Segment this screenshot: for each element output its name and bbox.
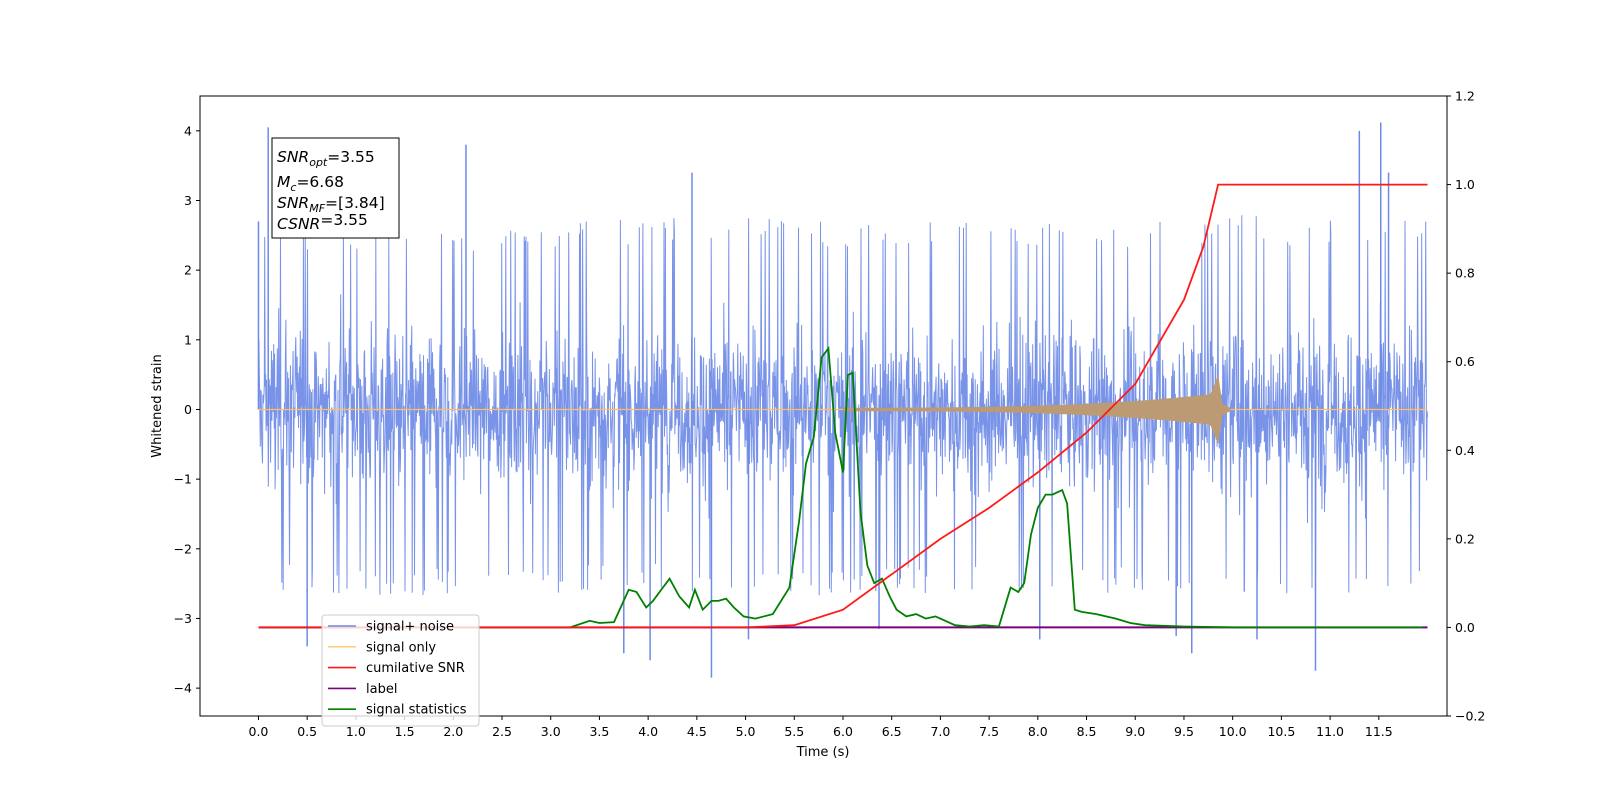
signal-only-chirp <box>842 374 1231 445</box>
x-tick-label: 5.0 <box>736 724 756 739</box>
x-tick-label: 3.5 <box>589 724 609 739</box>
x-tick-label: 7.0 <box>930 724 950 739</box>
x-tick-label: 2.5 <box>492 724 512 739</box>
x-tick-label: 1.0 <box>346 724 366 739</box>
legend-label: cumilative SNR <box>366 661 465 676</box>
legend-label: signal statistics <box>366 703 467 718</box>
x-tick-label: 8.5 <box>1077 724 1097 739</box>
x-tick-label: 11.5 <box>1365 724 1393 739</box>
x-tick-label: 6.0 <box>833 724 853 739</box>
x-tick-label: 11.0 <box>1316 724 1344 739</box>
y-tick-label: −1 <box>174 472 192 487</box>
y-tick-label: −4 <box>174 681 192 696</box>
x-tick-label: 0.0 <box>249 724 269 739</box>
annotation-line: SNRMF=[3.84] <box>277 194 385 215</box>
annotation-box: SNRopt=3.55 Mc=6.68 SNRMF=[3.84] CSNR=3.… <box>271 137 400 239</box>
y2-tick-label: 1.0 <box>1455 177 1475 192</box>
legend-label: label <box>366 682 397 697</box>
x-tick-label: 9.0 <box>1125 724 1145 739</box>
legend-frame <box>321 614 480 727</box>
x-tick-label: 10.0 <box>1219 724 1247 739</box>
x-tick-label: 4.5 <box>687 724 707 739</box>
series-layer <box>257 122 1428 678</box>
signal-noise-line <box>258 215 1428 596</box>
axes-frame <box>199 95 1448 717</box>
y2-tick-label: −0.2 <box>1455 709 1485 724</box>
y-axis-label: Whitened strain <box>150 354 165 457</box>
y2-tick-label: 0.4 <box>1455 443 1475 458</box>
y-tick-label: −2 <box>174 541 192 556</box>
y-tick-label: 4 <box>184 123 192 138</box>
x-tick-label: 7.5 <box>979 724 999 739</box>
x-tick-label: 5.5 <box>784 724 804 739</box>
legend-label: signal only <box>366 640 436 655</box>
x-tick-label: 6.5 <box>882 724 902 739</box>
x-tick-label: 9.5 <box>1174 724 1194 739</box>
x-axis-label: Time (s) <box>796 745 850 760</box>
x-tick-label: 1.5 <box>395 724 415 739</box>
y-tick-label: 3 <box>184 193 192 208</box>
y2-tick-label: 1.2 <box>1455 89 1475 104</box>
ticks-layer: 0.0 0.5 1.0 1.5 2.0 2.5 3.0 3.5 4.0 4.5 5.0 5.5 6.0 6… <box>174 89 1486 740</box>
y-tick-label: 2 <box>184 263 192 278</box>
legend: signal+ noise signal only cumilative SNR la… <box>321 614 480 727</box>
annotation-frame <box>271 137 400 239</box>
legend-label: signal+ noise <box>366 620 454 635</box>
y2-tick-label: 0.6 <box>1455 354 1475 369</box>
x-tick-label: 4.0 <box>638 724 658 739</box>
signal-statistics-line <box>258 345 1423 629</box>
x-tick-label: 8.0 <box>1028 724 1048 739</box>
x-tick-label: 2.0 <box>443 724 463 739</box>
annotation-line: Mc=6.68 <box>277 173 344 194</box>
y-tick-label: −3 <box>174 611 192 626</box>
x-tick-label: 3.0 <box>541 724 561 739</box>
cumulative-snr-line <box>258 183 1428 629</box>
y-tick-label: 0 <box>184 402 192 417</box>
x-tick-label: 0.5 <box>297 724 317 739</box>
y2-tick-label: 0.2 <box>1455 531 1475 546</box>
x-tick-label: 10.5 <box>1267 724 1295 739</box>
y2-tick-label: 0.8 <box>1455 266 1475 281</box>
y2-tick-label: 0.0 <box>1455 620 1475 635</box>
annotation-line: SNRopt=3.55 <box>277 148 375 169</box>
annotation-line: CSNR=3.55 <box>277 211 368 233</box>
y-tick-label: 1 <box>184 332 192 347</box>
